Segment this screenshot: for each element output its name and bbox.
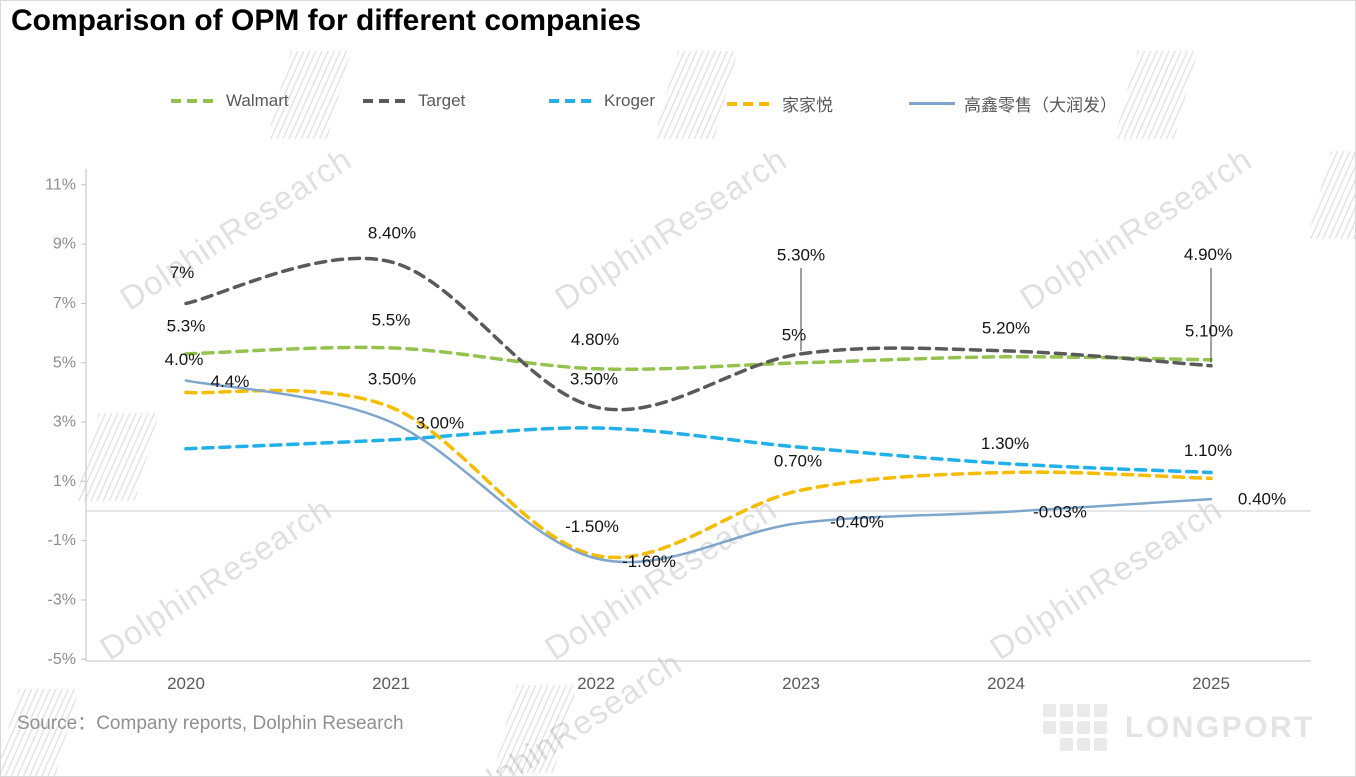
- longport-logo-icon: [1043, 704, 1107, 751]
- data-label: 1.30%: [981, 434, 1029, 453]
- legend-label-walmart: Walmart: [226, 91, 289, 110]
- data-label: -1.60%: [622, 552, 676, 571]
- data-label: 5%: [782, 325, 807, 344]
- y-tick-label: 7%: [53, 295, 76, 312]
- series-line-0: [184, 345, 1213, 372]
- legend-item-kroger: Kroger: [549, 91, 655, 111]
- data-label: 5.10%: [1185, 321, 1233, 340]
- kroger-line-marker: [549, 99, 595, 103]
- y-tick-label: -3%: [48, 591, 76, 608]
- data-label: 4.0%: [165, 350, 204, 369]
- y-tick-label: 5%: [53, 354, 76, 371]
- data-label: 4.90%: [1184, 245, 1232, 264]
- legend-label-target: Target: [418, 91, 466, 110]
- legend-item-jiajiayue: 家家悦: [727, 91, 833, 116]
- y-tick-label: 3%: [53, 414, 76, 431]
- x-tick-label: 2022: [577, 674, 615, 693]
- legend-item-walmart: Walmart: [171, 91, 289, 111]
- data-label: -1.50%: [565, 517, 619, 536]
- legend-label-kroger: Kroger: [604, 91, 656, 110]
- data-label: 3.00%: [416, 414, 464, 433]
- data-label: 4.4%: [211, 372, 250, 391]
- y-tick-label: -1%: [48, 532, 76, 549]
- source-note: Source：Company reports, Dolphin Research: [17, 713, 404, 734]
- y-tick-label: 1%: [53, 473, 76, 490]
- series-line-2: [184, 426, 1213, 475]
- x-tick-label: 2025: [1192, 674, 1230, 693]
- legend-item-sunart: 高鑫零售（大润发）: [909, 91, 1117, 116]
- data-label: 5.3%: [167, 316, 206, 335]
- series-line-4: [184, 379, 1213, 564]
- longport-logo: LONGPORT: [1043, 704, 1315, 751]
- data-label: 0.40%: [1238, 490, 1286, 509]
- legend-label-jiajiayue: 家家悦: [782, 96, 833, 115]
- data-label: 1.10%: [1184, 441, 1232, 460]
- data-label: 3.50%: [570, 370, 618, 389]
- data-label: 5.5%: [372, 310, 411, 329]
- data-label: 4.80%: [571, 330, 619, 349]
- data-label: -0.03%: [1033, 502, 1087, 521]
- walmart-line-marker: [171, 99, 217, 103]
- longport-logo-text: LONGPORT: [1125, 710, 1315, 744]
- chart-title: Comparison of OPM for different companie…: [11, 4, 642, 37]
- data-label: 0.70%: [774, 452, 822, 471]
- data-label: 7%: [170, 263, 195, 282]
- sunart-line-marker: [909, 102, 955, 105]
- data-label: 8.40%: [368, 223, 416, 242]
- y-tick-label: 9%: [53, 236, 76, 253]
- y-tick-label: 11%: [45, 176, 76, 193]
- data-label: 3.50%: [368, 370, 416, 389]
- series-line-1: [184, 256, 1213, 412]
- data-label: 5.20%: [982, 318, 1030, 337]
- jiajiayue-line-marker: [727, 101, 773, 106]
- x-tick-label: 2020: [167, 674, 205, 693]
- x-tick-label: 2023: [782, 674, 820, 693]
- series-line-3: [184, 388, 1213, 559]
- legend-item-target: Target: [363, 91, 465, 111]
- data-label: 5.30%: [777, 245, 825, 264]
- legend: Walmart Target Kroger 家家悦 高鑫零售（大润发）: [1, 1, 1355, 131]
- x-tick-label: 2021: [372, 674, 410, 693]
- legend-label-sunart: 高鑫零售（大润发）: [964, 96, 1117, 115]
- target-line-marker: [363, 99, 409, 103]
- y-tick-label: -5%: [48, 651, 76, 668]
- x-tick-label: 2024: [987, 674, 1025, 693]
- data-label: -0.40%: [830, 512, 884, 531]
